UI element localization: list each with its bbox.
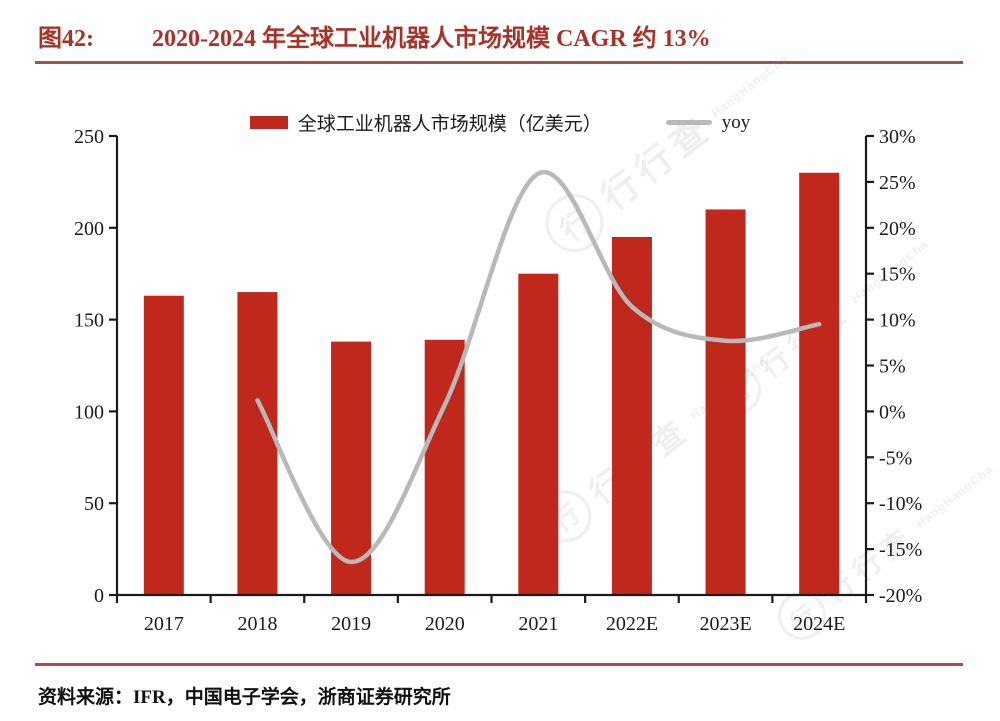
x-category-label: 2024E xyxy=(793,613,845,635)
line-series-swatch-icon xyxy=(665,120,712,125)
x-category-label: 2021 xyxy=(518,613,558,635)
y-right-tick-label: -15% xyxy=(879,539,922,561)
title-divider xyxy=(35,61,963,64)
axes-group xyxy=(109,134,874,603)
y-left-tick-label: 50 xyxy=(84,493,104,515)
y-right-tick-label: 0% xyxy=(879,401,906,423)
y-left-tick-label: 150 xyxy=(74,310,104,332)
source-divider xyxy=(35,663,963,666)
y-right-tick-label: 15% xyxy=(879,264,916,286)
yoy-line xyxy=(255,169,822,565)
x-category-label: 2017 xyxy=(144,613,184,635)
legend-line-label: yoy xyxy=(721,111,751,133)
axis-labels-group: 0 50 100 150 200 250 -20% -15% -10% -5% 0% 5% 10% 15%… xyxy=(74,126,922,635)
x-category-label: 2018 xyxy=(237,613,277,635)
figure-title: 2020-2024 年全球工业机器人市场规模 CAGR 约 13% xyxy=(152,26,711,52)
figure-label: 图42: xyxy=(38,26,94,52)
figure-header: 图42: 2020-2024 年全球工业机器人市场规模 CAGR 约 13% xyxy=(38,18,711,53)
bars-group xyxy=(143,172,840,596)
source-note: 资料来源：IFR，中国电子学会，浙商证券研究所 xyxy=(38,687,451,708)
bar-2024E xyxy=(799,172,840,595)
bar-2023E xyxy=(705,209,746,595)
x-category-label: 2022E xyxy=(606,613,658,635)
y-left-tick-label: 0 xyxy=(94,585,104,607)
legend-item-market-size: 全球工业机器人市场规模（亿美元） xyxy=(249,109,602,136)
y-right-tick-label: 10% xyxy=(879,310,916,332)
y-right-tick-label: -20% xyxy=(879,585,922,607)
legend-bar-label: 全球工业机器人市场规模（亿美元） xyxy=(297,114,602,135)
x-category-label: 2020 xyxy=(425,613,465,635)
y-left-tick-label: 200 xyxy=(74,218,104,240)
legend-item-yoy: yoy xyxy=(665,111,751,134)
bar-series-swatch-icon xyxy=(249,116,288,129)
chart-legend: 全球工业机器人市场规模（亿美元） yoy xyxy=(0,109,1000,136)
y-left-tick-label: 100 xyxy=(74,401,104,423)
y-left-tick-label: 250 xyxy=(74,126,104,148)
x-category-label: 2019 xyxy=(331,613,371,635)
bar-2020 xyxy=(424,339,465,595)
y-right-tick-label: -10% xyxy=(879,493,922,515)
bar-2022E xyxy=(611,236,652,596)
y-right-tick-label: 20% xyxy=(879,218,916,240)
bar-2021 xyxy=(518,273,559,595)
y-right-tick-label: -5% xyxy=(879,447,912,469)
x-category-label: 2023E xyxy=(699,613,751,635)
bar-2017 xyxy=(143,295,184,595)
y-right-tick-label: 5% xyxy=(879,356,906,378)
y-right-tick-label: 25% xyxy=(879,172,916,194)
y-right-tick-label: 30% xyxy=(879,126,916,148)
bar-2018 xyxy=(237,292,278,595)
